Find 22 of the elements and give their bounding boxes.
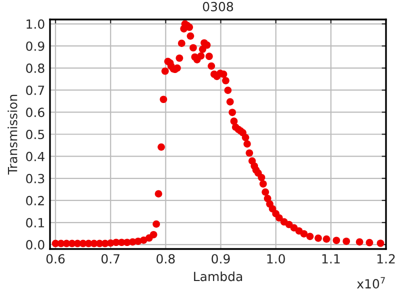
y-tick-label: 0.1 [26, 218, 44, 228]
y-tick-label: 0.9 [26, 41, 44, 51]
chart-title: 0308 [202, 2, 234, 12]
y-tick-label: 0.2 [26, 196, 44, 206]
x-tick-label: 1.1 [322, 254, 340, 264]
y-tick-label: 0.0 [26, 240, 44, 250]
y-tick-label: 1.0 [26, 19, 44, 29]
y-tick-label: 0.4 [26, 152, 44, 162]
x-tick-label: 0.7 [101, 254, 120, 264]
y-tick-label: 0.8 [26, 64, 44, 73]
x-tick-label: 1.2 [377, 254, 395, 264]
x-tick-label: 0.8 [156, 254, 175, 264]
y-tick-label: 0.7 [26, 86, 44, 96]
x-tick-label: 1.0 [267, 254, 285, 264]
y-axis-title: Transmission [8, 94, 18, 175]
y-tick-label: 0.6 [26, 108, 44, 118]
x-tick-label: 0.6 [46, 254, 65, 264]
y-tick-label: 0.5 [26, 130, 44, 140]
x-tick-label: 0.9 [212, 254, 230, 264]
x-axis-title: Lambda [194, 272, 242, 282]
y-tick-label: 0.3 [26, 174, 44, 184]
text: x10$^{7}$ [356, 277, 385, 288]
